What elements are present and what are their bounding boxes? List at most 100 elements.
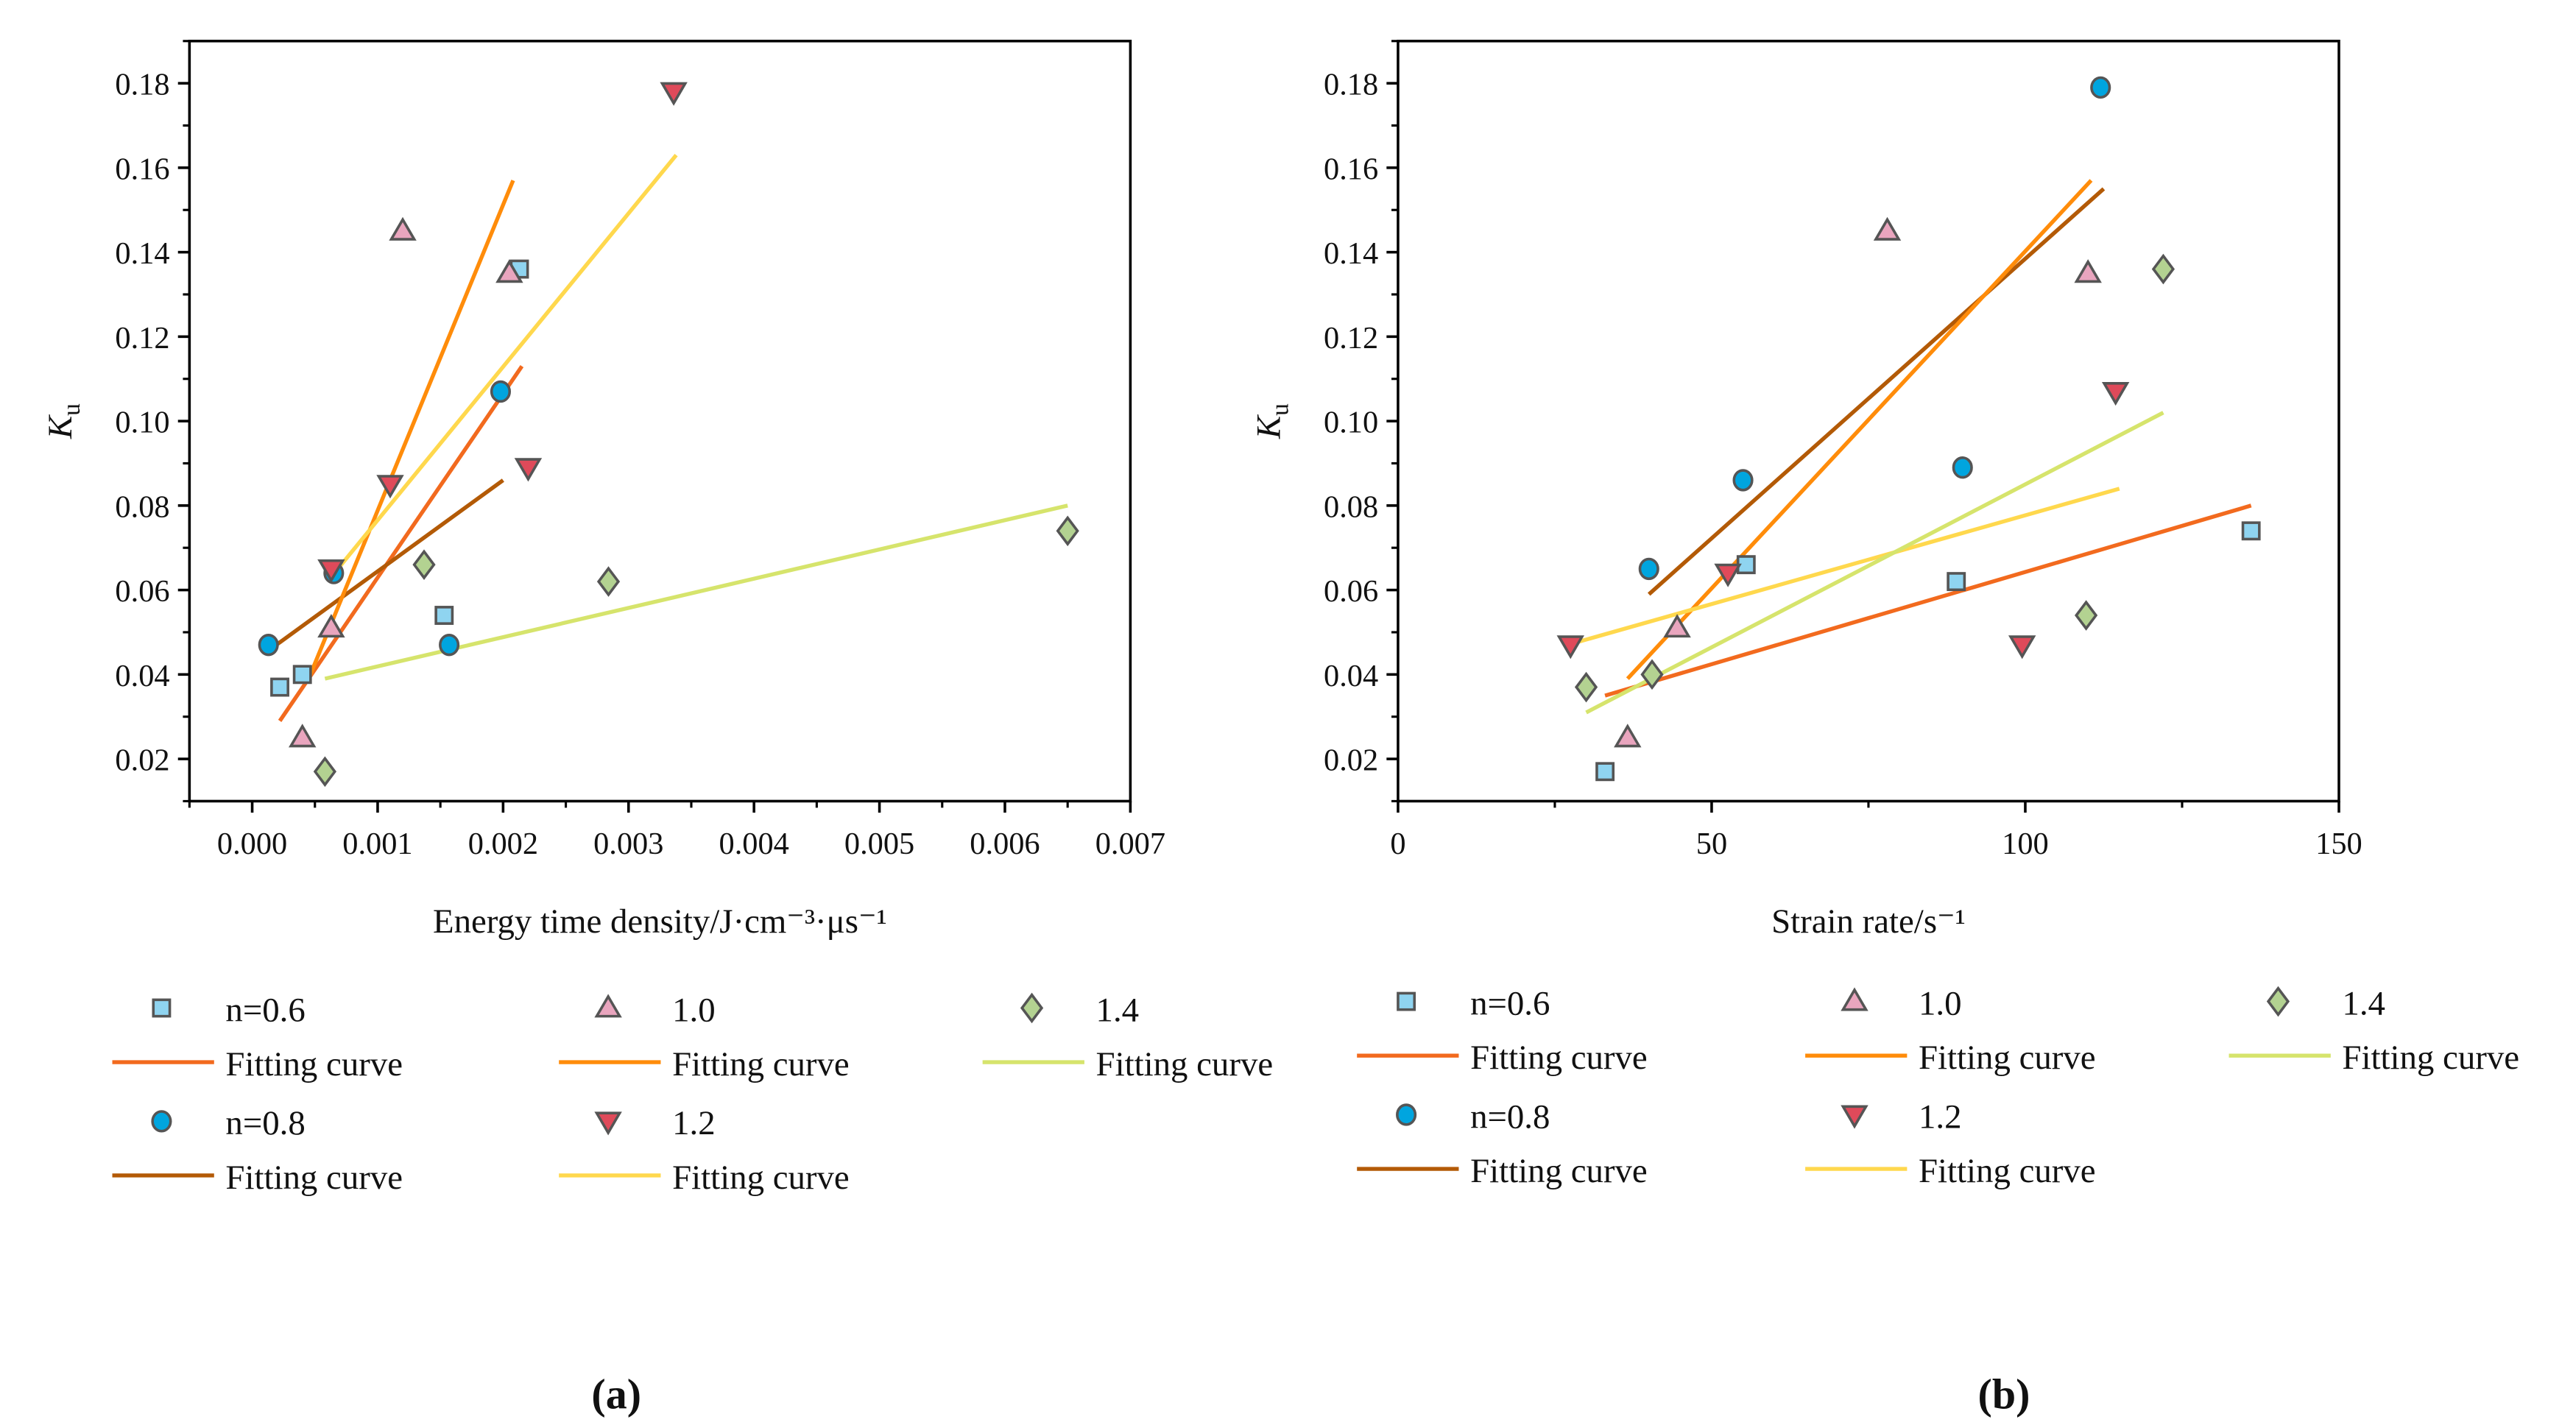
data-point-n12	[2008, 635, 2036, 660]
data-point-n08	[1732, 469, 1754, 492]
y-tick-label: 0.12	[115, 321, 169, 356]
data-point-n10	[389, 216, 417, 241]
x-tick-label: 100	[2002, 827, 2049, 861]
y-tick-label: 0.04	[1324, 659, 1378, 693]
caption-text: (a)	[591, 1371, 641, 1418]
legend-label-n14: 1.4	[2342, 984, 2385, 1022]
y-tick-label: 0.10	[1324, 406, 1378, 440]
y-tick-label: 0.08	[1324, 489, 1378, 524]
y-tick-label: 0.04	[115, 659, 169, 693]
fit-line-n08	[264, 478, 504, 655]
caption-text: (b)	[1978, 1371, 2030, 1418]
legend-marker-n14	[2266, 986, 2290, 1017]
fit-line-n14	[324, 503, 1068, 681]
chart-a: 0.02 0.04 0.06 0.08 0.10 0.12 0.14 0.16 0.18 0.00…	[41, 39, 1274, 1418]
data-point-n14	[2151, 253, 2176, 285]
data-point-n10	[1614, 724, 1642, 748]
legend-fit-label-n12: Fitting curve	[672, 1159, 850, 1197]
panel-caption: (a)	[591, 1371, 641, 1418]
data-point-n14	[1574, 671, 1598, 703]
y-tick-label: 0.16	[1324, 152, 1378, 186]
data-point-n08	[1952, 456, 1973, 479]
data-point-n14	[596, 566, 621, 597]
data-point-n12	[514, 458, 543, 482]
data-point-n10	[495, 259, 523, 283]
data-point-n10	[1663, 614, 1691, 638]
data-point-n12	[317, 559, 345, 584]
data-point-n12	[660, 82, 688, 106]
data-point-n12	[2101, 382, 2130, 406]
legend-label-n10: 1.0	[672, 991, 716, 1029]
x-tick-label: 0.006	[970, 827, 1040, 861]
y-axis-label-sub: u	[58, 403, 85, 416]
data-point-n06	[434, 606, 454, 625]
y-tick-label: 0.18	[115, 68, 169, 102]
legend-fit-label-n06: Fitting curve	[1470, 1039, 1648, 1077]
legend-fit-label-n06: Fitting curve	[225, 1045, 403, 1083]
data-point-n14	[313, 756, 337, 788]
y-tick-label: 0.12	[1324, 321, 1378, 356]
fit-line-n10	[1626, 179, 2093, 680]
legend-label-n12: 1.2	[672, 1104, 716, 1142]
data-point-n08	[1638, 557, 1659, 581]
data-point-n08	[2090, 76, 2111, 99]
x-tick-label: 0.001	[342, 827, 412, 861]
data-point-n10	[1873, 216, 1902, 241]
legend-label-n10: 1.0	[1919, 984, 1962, 1022]
data-point-n06	[270, 677, 289, 697]
y-tick-label: 0.16	[115, 152, 169, 186]
data-point-n10	[2074, 259, 2102, 283]
data-point-n08	[490, 380, 512, 403]
x-tick-label: 0.003	[593, 827, 663, 861]
legend: n=0.6 Fitting curve 1.0 Fitting curve 1.4 Fit…	[1357, 984, 2519, 1190]
y-axis-label: Ku	[1249, 403, 1294, 439]
legend-label-n08: n=0.8	[1470, 1097, 1550, 1136]
legend-label-n06: n=0.6	[1470, 984, 1550, 1022]
legend-marker-n12	[1841, 1105, 1869, 1129]
legend-marker-n08	[151, 1110, 172, 1133]
legend-fit-label-n12: Fitting curve	[1919, 1152, 2096, 1190]
legend-marker-n12	[594, 1111, 622, 1136]
fit-line-n12	[325, 153, 678, 583]
data-point-n08	[258, 634, 279, 657]
x-tick-label: 0.007	[1095, 827, 1165, 861]
legend: n=0.6 Fitting curve 1.0 Fitting curve 1.4 Fit…	[112, 991, 1274, 1197]
y-tick-label: 0.14	[115, 236, 169, 271]
legend-fit-label-n14: Fitting curve	[2342, 1039, 2519, 1077]
legend-fit-label-n08: Fitting curve	[1470, 1152, 1648, 1190]
y-axis-label-main: K	[41, 414, 80, 439]
legend-fit-label-n14: Fitting curve	[1096, 1045, 1274, 1083]
data-point-n12	[376, 475, 404, 499]
x-tick-label: 50	[1696, 827, 1727, 861]
legend-marker-n08	[1396, 1103, 1417, 1126]
data-point-n14	[2074, 600, 2098, 631]
plot-frame	[188, 39, 1132, 803]
x-tick-label: 0	[1390, 827, 1405, 861]
legend-marker-n06	[152, 998, 172, 1018]
x-tick-label: 150	[2315, 827, 2362, 861]
x-tick-label: 0.004	[719, 827, 789, 861]
legend-label-n14: 1.4	[1096, 991, 1140, 1029]
x-tick-label: 0.000	[217, 827, 287, 861]
legend-marker-n06	[1397, 991, 1416, 1011]
chart-b: 0.02 0.04 0.06 0.08 0.10 0.12 0.14 0.16 0.18 0 50 1…	[1249, 39, 2519, 1418]
fit-line-n08	[1647, 187, 2106, 596]
data-point-n06	[292, 665, 312, 685]
y-tick-label: 0.18	[1324, 68, 1378, 102]
legend-label-n06: n=0.6	[225, 991, 305, 1029]
data-point-n10	[288, 724, 317, 748]
data-point-n14	[1640, 659, 1664, 690]
x-tick-label: 0.002	[468, 827, 538, 861]
data-point-n06	[1947, 572, 1966, 592]
fit-line-n10	[306, 180, 515, 680]
legend-label-n12: 1.2	[1919, 1097, 1962, 1136]
legend-fit-label-n10: Fitting curve	[672, 1045, 850, 1083]
y-axis-label-sub: u	[1267, 403, 1294, 416]
fit-line-n14	[1585, 411, 2164, 715]
x-tick-label: 0.005	[844, 827, 914, 861]
data-point-n10	[317, 614, 345, 638]
legend-marker-n14	[1020, 992, 1044, 1024]
fit-line-n06	[278, 365, 524, 722]
fit-line-n12	[1567, 487, 2120, 647]
